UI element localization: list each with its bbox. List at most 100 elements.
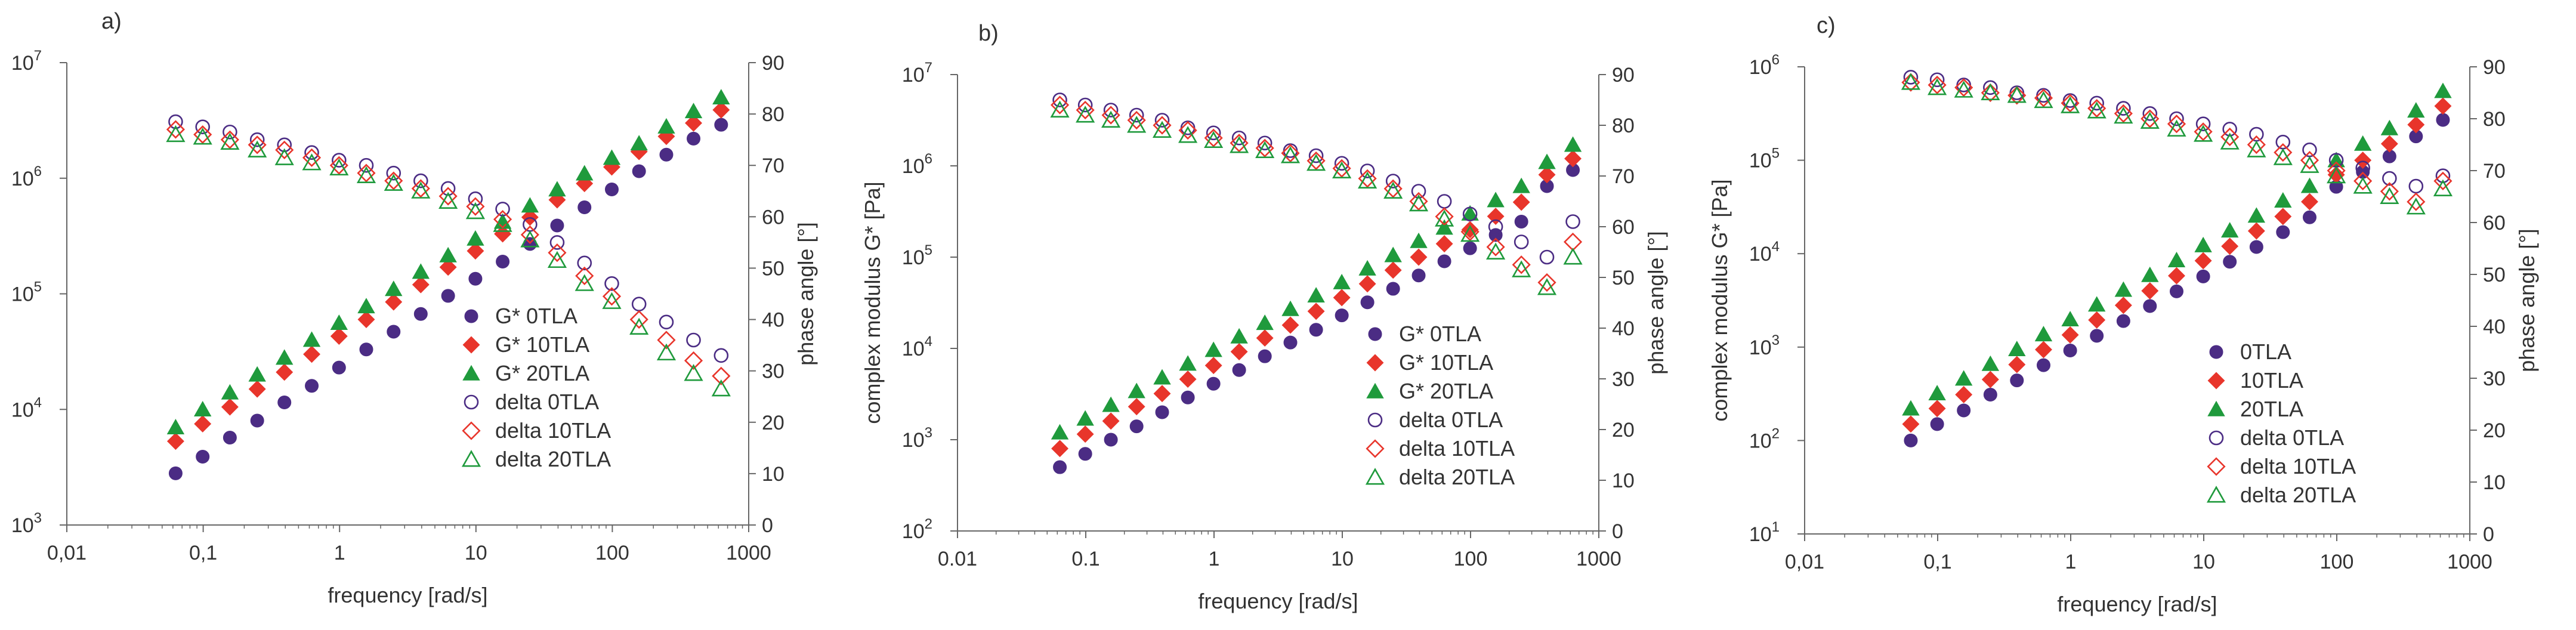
y-tick-label: 103 <box>11 510 42 537</box>
y-tick-label: 105 <box>1749 146 1780 172</box>
legend-label: G* 10TLA <box>495 332 589 357</box>
data-point <box>2140 112 2160 129</box>
y-tick-exponent: 4 <box>34 394 42 410</box>
data-point <box>166 125 186 143</box>
data-point <box>1309 323 1323 337</box>
data-point <box>2300 177 2319 193</box>
data-point <box>631 297 647 312</box>
x-tick-label: 100 <box>2320 551 2354 573</box>
data-point <box>359 342 373 357</box>
data-point <box>249 132 265 147</box>
data-point <box>276 363 294 381</box>
legend-label: delta 20TLA <box>495 447 611 471</box>
legend-marker <box>1366 382 1384 399</box>
legend-label: G* 0TLA <box>1399 322 1481 346</box>
y-axis-title: complex modulus G* [Pa] <box>1707 179 1732 421</box>
legend-marker <box>1368 327 1382 341</box>
data-point <box>2194 252 2212 270</box>
legend-marker <box>464 309 478 323</box>
data-point <box>221 384 239 400</box>
y2-tick-label: 60 <box>2483 212 2506 234</box>
panel-2: b)0.01 0.1 1 10 100 1000102103104105106107010… <box>860 21 1668 613</box>
panel-label: c) <box>1817 13 1836 38</box>
legend-label: delta 0TLA <box>1399 407 1503 432</box>
data-point <box>1463 241 1477 255</box>
y2-tick-label: 80 <box>1612 115 1635 137</box>
x-tick-label: 1 <box>2065 551 2077 573</box>
legend-label: delta 0TLA <box>2240 425 2344 450</box>
data-point <box>2087 99 2106 118</box>
y-tick-label: 105 <box>902 242 932 269</box>
legend-marker <box>2206 486 2226 503</box>
data-point <box>386 165 401 181</box>
y-tick-exponent: 3 <box>1772 332 1780 348</box>
data-point <box>1281 300 1299 316</box>
data-point <box>194 415 212 433</box>
data-point <box>1486 242 1506 260</box>
y-tick-base: 10 <box>11 283 34 306</box>
y-tick-exponent: 4 <box>1772 239 1780 255</box>
data-point <box>2141 109 2160 128</box>
data-point <box>1257 135 1272 151</box>
x-tick-label: 0,01 <box>47 542 87 564</box>
data-point <box>712 366 731 385</box>
series-10tla <box>1902 97 2452 433</box>
data-point <box>2088 311 2106 329</box>
data-point <box>1902 415 1920 433</box>
data-point <box>2249 126 2264 142</box>
y-tick-exponent: 3 <box>925 425 932 441</box>
y2-tick-label: 40 <box>2483 316 2506 338</box>
data-point <box>2169 284 2183 298</box>
data-point <box>1153 116 1172 135</box>
data-point <box>193 401 212 416</box>
y-tick-label: 101 <box>1749 519 1780 546</box>
legend-marker <box>462 336 480 354</box>
y2-tick-label: 90 <box>762 52 784 75</box>
data-point <box>357 298 375 314</box>
y-tick-exponent: 2 <box>925 516 932 532</box>
data-point <box>1154 113 1170 128</box>
data-point <box>1460 222 1479 242</box>
y-tick-exponent: 7 <box>34 48 42 64</box>
data-point <box>547 251 567 268</box>
data-point <box>657 331 676 350</box>
y-tick-base: 10 <box>1749 430 1772 452</box>
data-point <box>2223 255 2237 269</box>
data-point <box>1435 235 1453 253</box>
data-point <box>496 254 510 268</box>
data-point <box>548 181 566 197</box>
data-point <box>1981 83 2000 103</box>
legend-marker <box>2209 345 2223 359</box>
y-tick-base: 10 <box>902 246 925 269</box>
data-point <box>1435 209 1454 227</box>
data-point <box>2220 132 2240 150</box>
data-point <box>520 230 540 248</box>
y-tick-exponent: 6 <box>925 151 932 167</box>
data-point <box>493 215 512 232</box>
legend-label: 0TLA <box>2240 339 2291 364</box>
series-g-10tla <box>1051 150 1582 458</box>
legend-label: delta 20TLA <box>1399 465 1515 489</box>
data-point <box>1358 171 1377 189</box>
data-point <box>1360 163 1375 178</box>
data-point <box>1460 224 1480 242</box>
data-point <box>574 274 594 291</box>
data-point <box>1384 246 1402 262</box>
series-delta-10tla <box>166 120 731 385</box>
data-point <box>2382 171 2397 186</box>
data-point <box>302 331 321 347</box>
data-point <box>2114 104 2133 123</box>
data-point <box>2008 356 2026 373</box>
data-point <box>521 197 539 213</box>
x-tick-label: 0,1 <box>1923 551 1951 573</box>
data-point <box>1102 412 1120 430</box>
data-point <box>1411 184 1426 199</box>
data-point <box>2008 341 2026 357</box>
y-axis-title: complex modulus G* [Pa] <box>860 181 885 424</box>
data-point <box>2114 106 2133 124</box>
data-point <box>1179 370 1197 388</box>
data-point <box>2167 119 2186 137</box>
data-point <box>1076 425 1094 443</box>
y-tick-exponent: 1 <box>1772 519 1780 535</box>
x-tick-label: 10 <box>2192 551 2215 573</box>
